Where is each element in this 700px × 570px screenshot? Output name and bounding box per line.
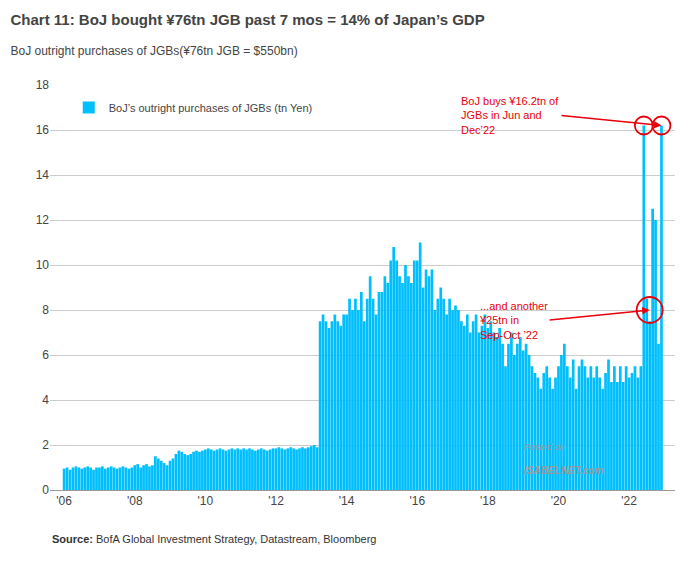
svg-text:'08: '08 (127, 494, 143, 508)
svg-text:BoJ outright purchases of JGBs: BoJ outright purchases of JGBs(¥76tn JGB… (11, 44, 298, 58)
svg-text:0: 0 (42, 483, 49, 497)
svg-text:12: 12 (36, 213, 50, 227)
svg-text:'06: '06 (56, 494, 72, 508)
svg-text:ISABELNET.com: ISABELNET.com (524, 465, 603, 476)
svg-text:BoJ buys ¥16.2tn ofJGBs in Jun: BoJ buys ¥16.2tn ofJGBs in Jun andDec’22 (461, 95, 559, 136)
svg-text:6: 6 (42, 348, 49, 362)
svg-text:Posted on: Posted on (524, 442, 565, 452)
svg-text:'14: '14 (339, 494, 355, 508)
svg-text:14: 14 (36, 168, 50, 182)
svg-text:18: 18 (36, 78, 50, 92)
svg-text:Source: BofA Global Investment: Source: BofA Global Investment Strategy,… (52, 533, 376, 545)
svg-text:...and another¥25tn inSep-Oct: ...and another¥25tn inSep-Oct ’22 (479, 300, 548, 341)
svg-text:4: 4 (42, 393, 49, 407)
svg-text:BoJ’s outright purchases of JG: BoJ’s outright purchases of JGBs (tn Yen… (109, 102, 312, 114)
svg-text:2: 2 (42, 438, 49, 452)
svg-text:'18: '18 (480, 494, 496, 508)
svg-text:'22: '22 (621, 494, 637, 508)
svg-text:10: 10 (36, 258, 50, 272)
svg-text:'10: '10 (198, 494, 214, 508)
svg-text:16: 16 (36, 123, 50, 137)
svg-text:Chart 11: BoJ bought ¥76tn JGB: Chart 11: BoJ bought ¥76tn JGB past 7 mo… (11, 11, 485, 28)
svg-text:8: 8 (42, 303, 49, 317)
svg-text:'20: '20 (551, 494, 567, 508)
svg-text:'16: '16 (409, 494, 425, 508)
svg-text:'12: '12 (268, 494, 284, 508)
